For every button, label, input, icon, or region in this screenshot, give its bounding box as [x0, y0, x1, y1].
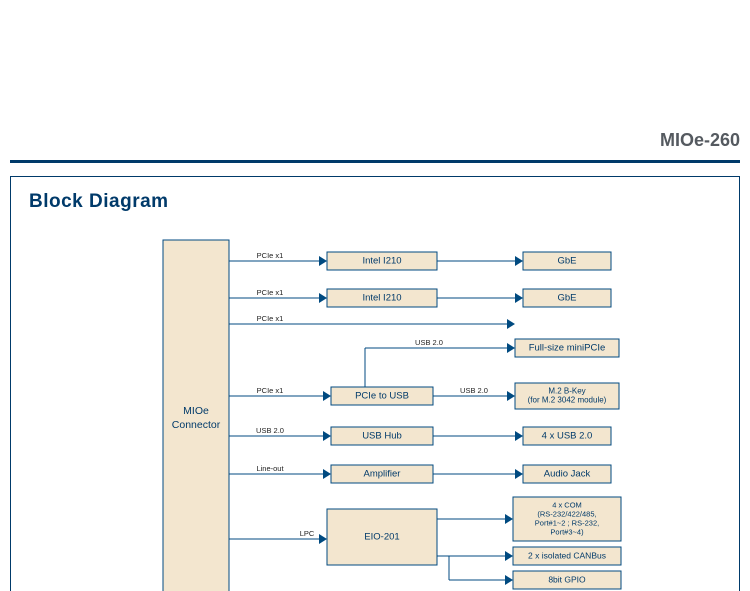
svg-text:Amplifier: Amplifier [364, 469, 401, 480]
svg-text:Connector: Connector [172, 419, 221, 431]
svg-text:4 x USB 2.0: 4 x USB 2.0 [542, 431, 593, 442]
svg-text:Audio Jack: Audio Jack [544, 469, 591, 480]
svg-text:LPC: LPC [300, 529, 315, 538]
header-rule [10, 160, 740, 163]
svg-text:Port#1~2 ; RS-232,: Port#1~2 ; RS-232, [535, 518, 599, 527]
svg-text:Intel I210: Intel I210 [362, 293, 401, 304]
svg-text:PCIe x1: PCIe x1 [257, 386, 284, 395]
svg-text:EIO-201: EIO-201 [364, 532, 399, 543]
svg-text:4 x COM: 4 x COM [552, 500, 582, 509]
svg-text:Full-size miniPCIe: Full-size miniPCIe [529, 343, 606, 354]
svg-text:8bit GPIO: 8bit GPIO [548, 574, 586, 584]
svg-text:Line-out: Line-out [256, 464, 284, 473]
block-diagram: MIOe Connector Intel I210 GbE PCIe x1 Intel I… [11, 177, 741, 591]
svg-text:PCIe to USB: PCIe to USB [355, 391, 409, 402]
svg-text:M.2 B-Key: M.2 B-Key [548, 387, 585, 396]
svg-text:(for M.2 3042 module): (for M.2 3042 module) [528, 396, 607, 405]
svg-text:Intel I210: Intel I210 [362, 256, 401, 267]
svg-text:MIOe: MIOe [183, 405, 209, 417]
product-title: MIOe-260 [660, 130, 740, 151]
svg-text:PCIe x1: PCIe x1 [257, 251, 284, 260]
svg-text:(RS-232/422/485,: (RS-232/422/485, [537, 509, 596, 518]
svg-text:GbE: GbE [557, 256, 576, 267]
svg-text:2 x isolated CANBus: 2 x isolated CANBus [528, 550, 606, 560]
svg-text:USB 2.0: USB 2.0 [460, 386, 488, 395]
svg-text:PCIe x1: PCIe x1 [257, 314, 284, 323]
svg-text:USB Hub: USB Hub [362, 431, 402, 442]
svg-text:USB 2.0: USB 2.0 [415, 338, 443, 347]
svg-text:USB 2.0: USB 2.0 [256, 426, 284, 435]
diagram-panel: Block Diagram MIOeConnectorIntel I210GbE… [10, 176, 740, 591]
svg-text:Port#3~4): Port#3~4) [550, 527, 584, 536]
svg-text:PCIe x1: PCIe x1 [257, 288, 284, 297]
svg-text:GbE: GbE [557, 293, 576, 304]
